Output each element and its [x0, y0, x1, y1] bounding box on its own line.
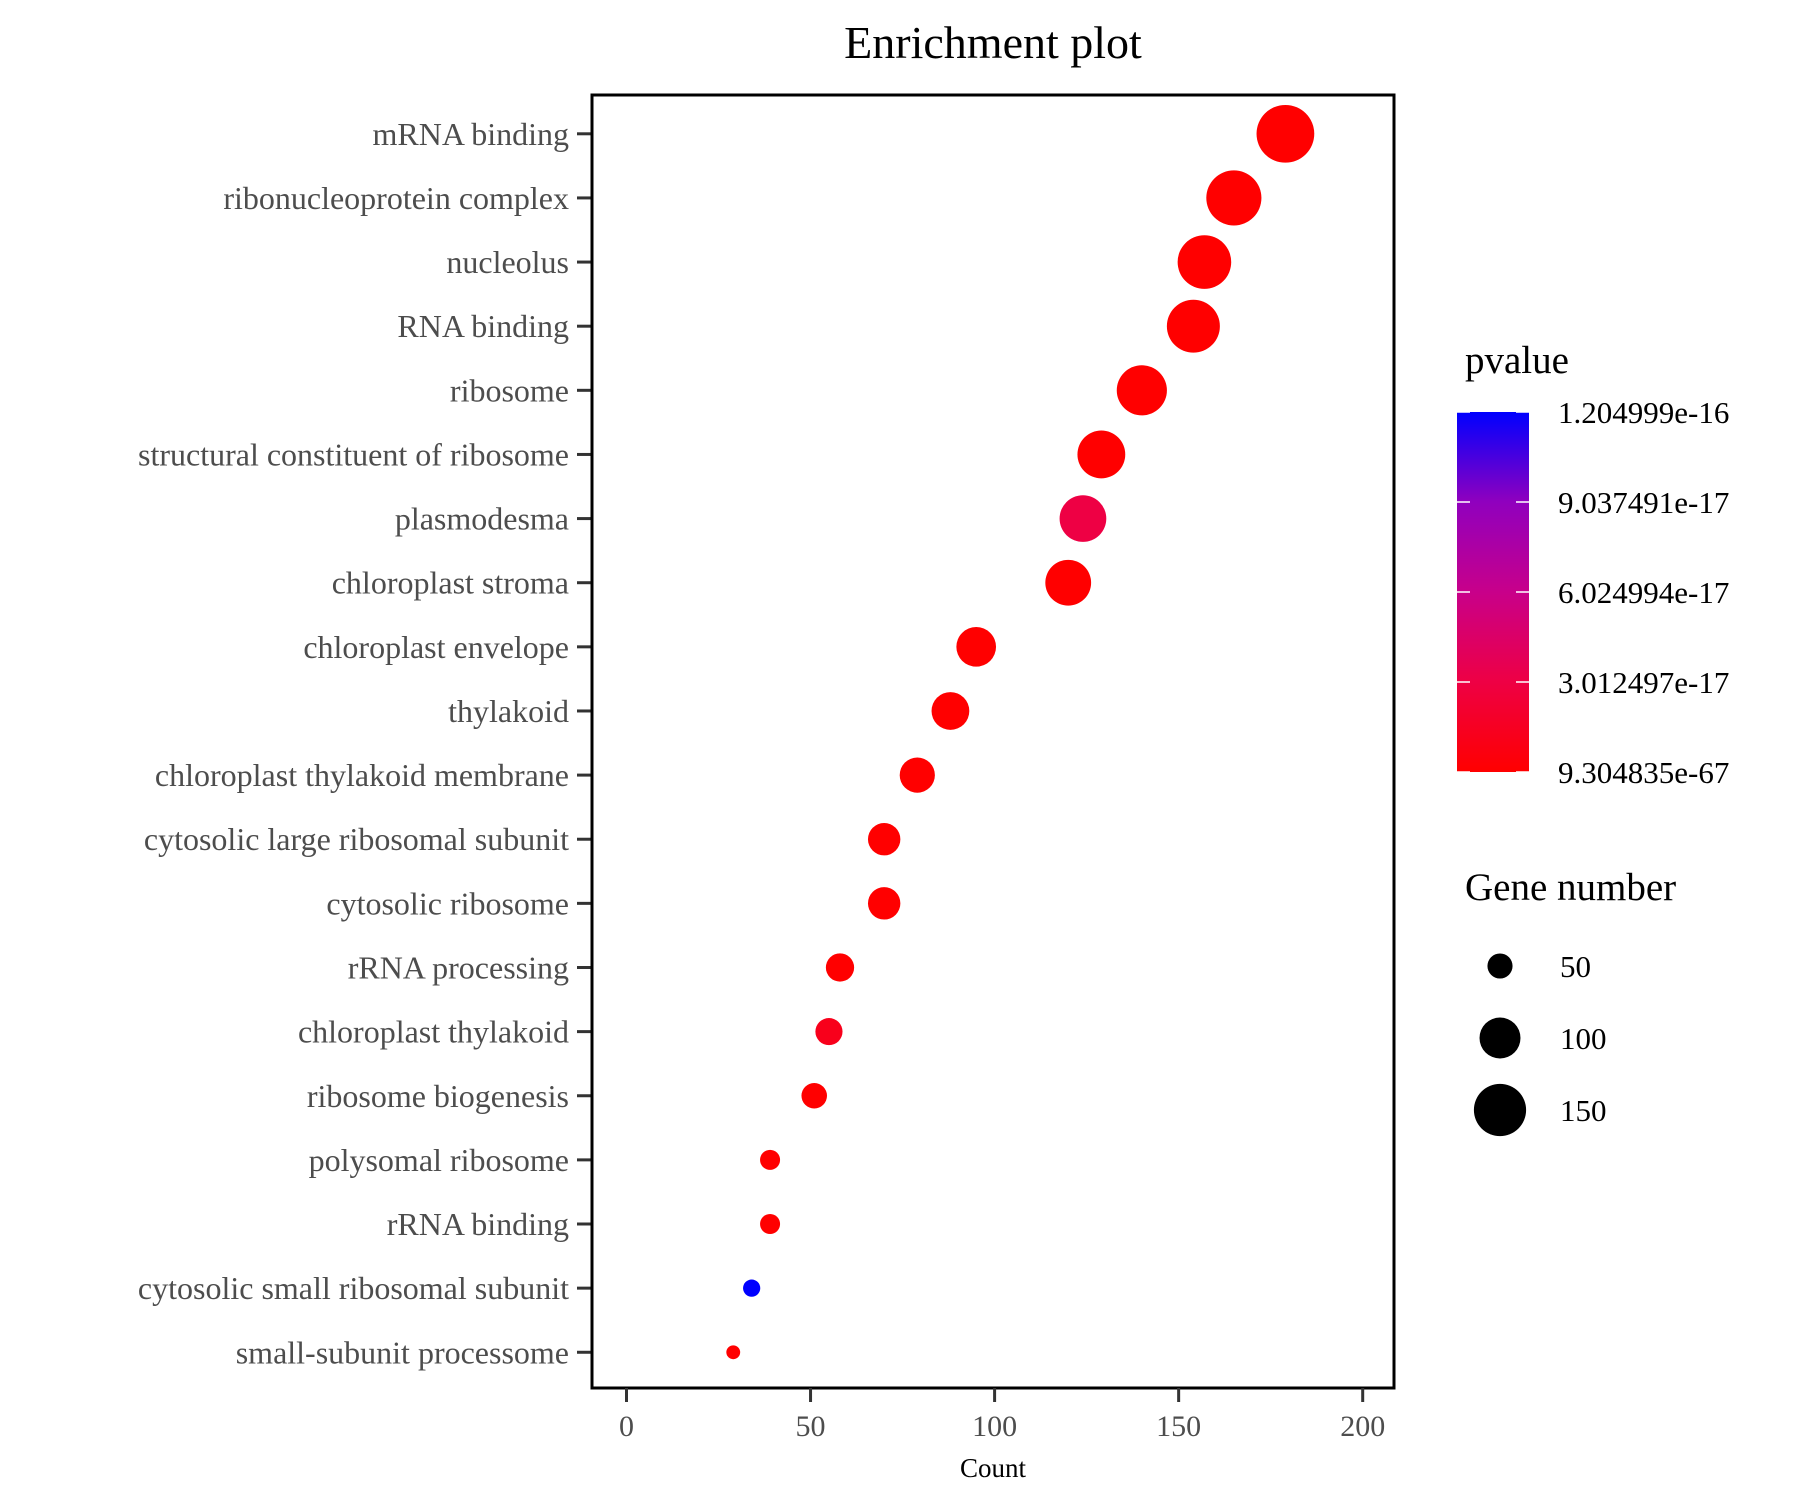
y-tick-label: chloroplast thylakoid membrane [155, 757, 569, 793]
x-axis-label: Count [960, 1453, 1027, 1483]
color-legend-label: 9.037491e-17 [1558, 485, 1729, 520]
data-point [899, 757, 935, 793]
data-point [1177, 235, 1232, 289]
y-tick-label: chloroplast envelope [303, 629, 569, 665]
y-tick-label: plasmodesma [395, 501, 569, 537]
size-legend-dot [1487, 953, 1513, 979]
color-legend-label: 9.304835e-67 [1558, 755, 1729, 790]
data-point [760, 1149, 781, 1170]
data-point [1166, 299, 1220, 353]
y-tick-label: RNA binding [397, 308, 569, 344]
data-point [726, 1345, 741, 1360]
size-legend-label: 100 [1560, 1021, 1607, 1056]
y-tick-label: rRNA binding [387, 1206, 569, 1242]
y-tick-label: ribosome biogenesis [307, 1078, 569, 1114]
y-tick-label: thylakoid [448, 693, 569, 729]
data-point [867, 823, 901, 856]
color-legend-label: 3.012497e-17 [1558, 665, 1729, 700]
color-legend-label: 6.024994e-17 [1558, 575, 1729, 610]
y-tick-label: cytosolic large ribosomal subunit [144, 821, 569, 857]
y-tick-label: ribosome [450, 372, 569, 408]
y-tick-label: nucleolus [446, 244, 569, 280]
data-point [956, 627, 997, 667]
data-point [801, 1082, 827, 1109]
x-tick-label: 0 [619, 1410, 634, 1443]
y-tick-label: mRNA binding [373, 116, 569, 152]
data-point [760, 1213, 781, 1235]
y-tick-label: rRNA processing [348, 949, 569, 985]
plot-panel-border [590, 93, 1396, 1390]
data-point [825, 953, 855, 982]
data-point [867, 887, 901, 920]
y-tick-label: ribonucleoprotein complex [223, 180, 569, 216]
data-point [1045, 559, 1092, 606]
data-point [1256, 104, 1315, 163]
size-legend-dot [1479, 1017, 1521, 1059]
chart-title: Enrichment plot [844, 17, 1142, 68]
y-tick-label: structural constituent of ribosome [138, 436, 569, 472]
data-point [1206, 170, 1262, 226]
y-tick-label: small-subunit processome [236, 1334, 569, 1370]
size-legend-dot [1473, 1083, 1527, 1137]
data-point [743, 1279, 761, 1297]
x-tick-label: 50 [796, 1410, 826, 1443]
data-point [931, 692, 970, 730]
data-point [1116, 365, 1167, 416]
size-legend-title: Gene number [1465, 866, 1676, 909]
y-tick-label: chloroplast thylakoid [298, 1014, 569, 1050]
y-tick-label: chloroplast stroma [332, 565, 569, 601]
x-tick-label: 150 [1156, 1410, 1201, 1443]
data-point [1059, 495, 1107, 542]
x-tick-label: 200 [1340, 1410, 1385, 1443]
size-legend-label: 50 [1560, 949, 1591, 984]
y-tick-label: cytosolic ribosome [326, 885, 569, 921]
color-legend-title: pvalue [1465, 339, 1569, 382]
x-tick-label: 100 [972, 1410, 1017, 1443]
color-legend-label: 1.204999e-16 [1558, 395, 1729, 430]
data-point [815, 1018, 843, 1046]
y-tick-label: cytosolic small ribosomal subunit [138, 1270, 569, 1306]
size-legend-label: 150 [1560, 1093, 1607, 1128]
y-tick-label: polysomal ribosome [309, 1142, 569, 1178]
data-point [1077, 430, 1126, 479]
